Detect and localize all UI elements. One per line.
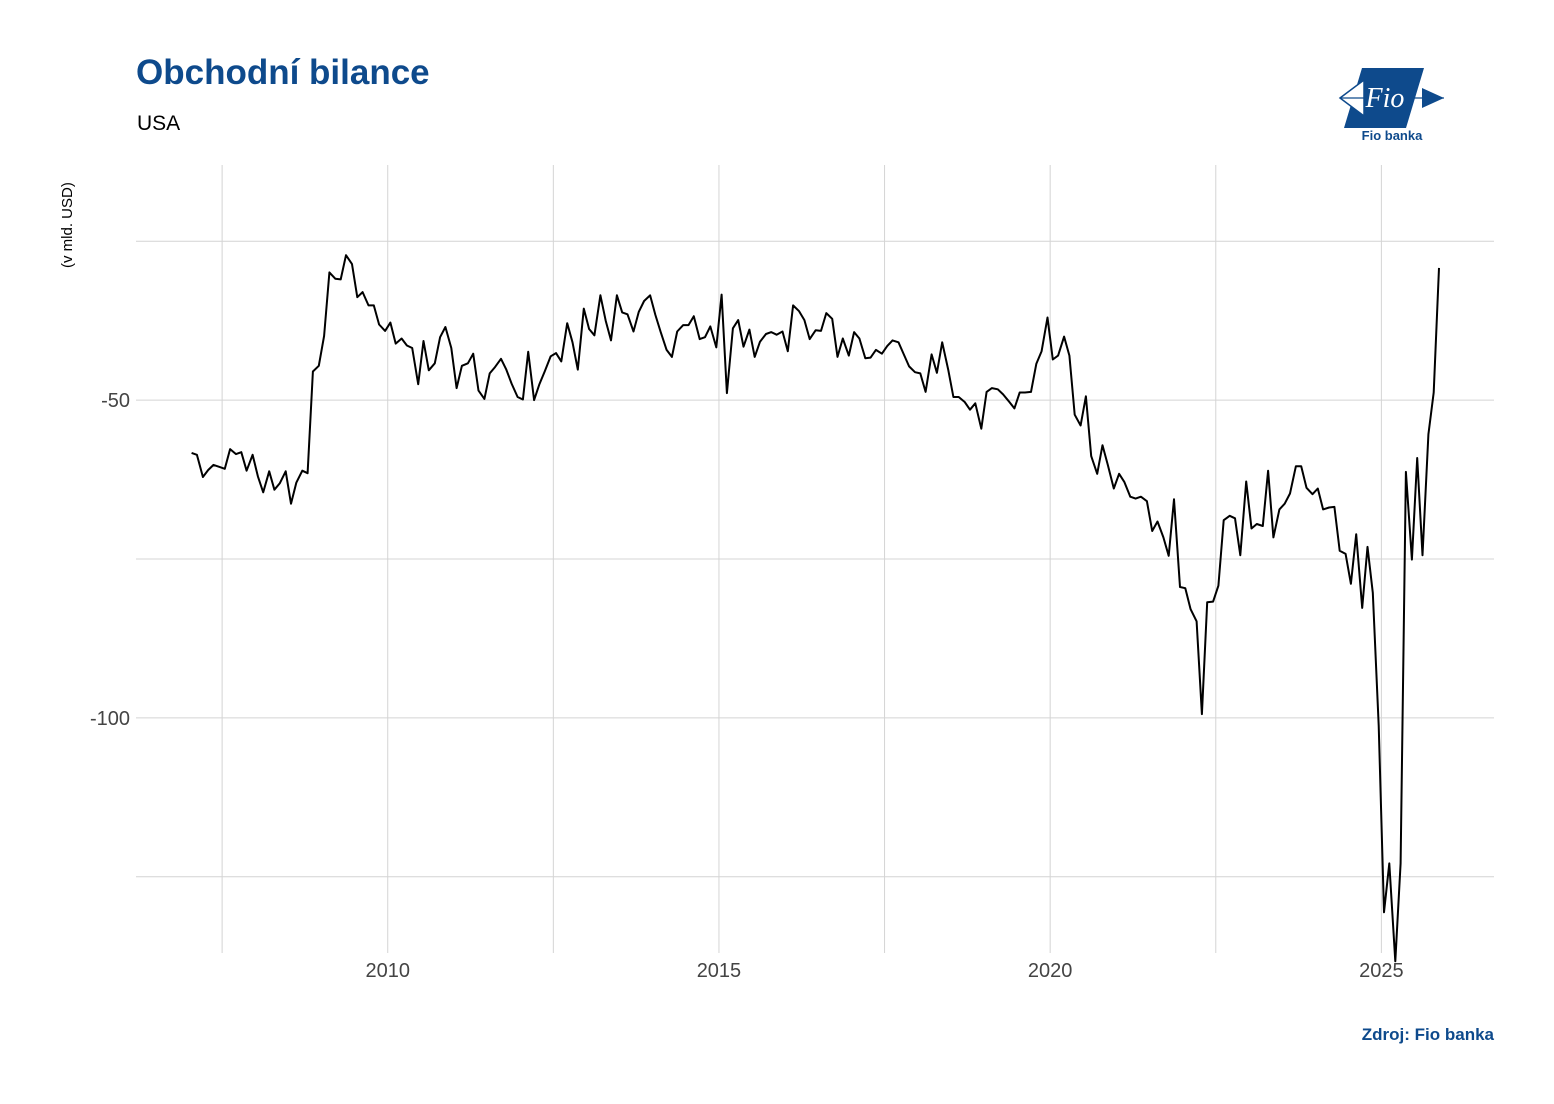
y-tick-label: -50 [101,390,130,412]
chart-subtitle: USA [137,112,181,135]
chart-title: Obchodní bilance [136,53,430,92]
series-line [191,254,1440,963]
logo-mark-text: Fio [1365,83,1405,114]
y-axis-ticks: -50 -100 [90,390,130,730]
fio-banka-logo: Fio Fio banka [1336,66,1448,146]
x-tick-label: 2020 [1028,960,1073,982]
source-note: Zdroj: Fio banka [1361,1025,1494,1044]
logo-label: Fio banka [1361,128,1423,143]
y-tick-label: -100 [90,708,130,730]
fio-logo-icon: Fio [1338,68,1444,128]
x-tick-label: 2015 [697,960,742,982]
x-axis-ticks: 2010 2015 2020 2025 [365,960,1403,982]
x-tick-label: 2010 [365,960,410,982]
grid-lines [136,165,1494,953]
x-tick-label: 2025 [1359,960,1404,982]
